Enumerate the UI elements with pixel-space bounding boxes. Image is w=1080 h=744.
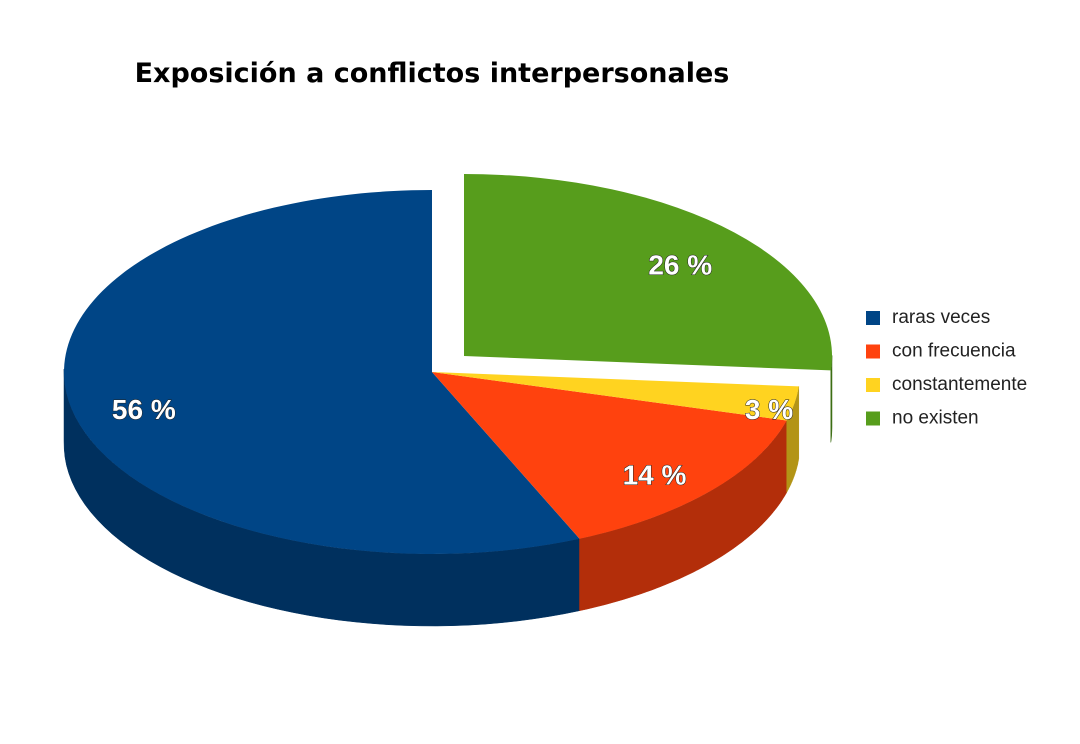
legend-swatch <box>866 311 880 325</box>
legend-label: raras veces <box>892 307 990 328</box>
legend-label: no existen <box>892 408 979 429</box>
slice-side <box>786 386 800 493</box>
value-label: 14 % <box>623 460 687 491</box>
pie: 56 % 14 % 3 % 26 % <box>63 174 833 627</box>
legend: raras veces con frecuencia constantemente n… <box>866 307 1027 429</box>
value-label: 3 % <box>745 394 793 425</box>
chart-title: Exposición a conflictos interpersonales <box>135 58 730 89</box>
value-label: 26 % <box>648 250 712 281</box>
legend-swatch <box>866 411 880 426</box>
legend-label: con frecuencia <box>892 341 1016 362</box>
legend-label: constantemente <box>892 374 1027 395</box>
value-label: 56 % <box>112 394 176 425</box>
legend-swatch <box>866 378 880 392</box>
slice <box>464 174 832 371</box>
legend-swatch <box>866 344 880 359</box>
slice <box>432 372 799 421</box>
slice <box>432 372 787 539</box>
slice <box>64 190 580 554</box>
